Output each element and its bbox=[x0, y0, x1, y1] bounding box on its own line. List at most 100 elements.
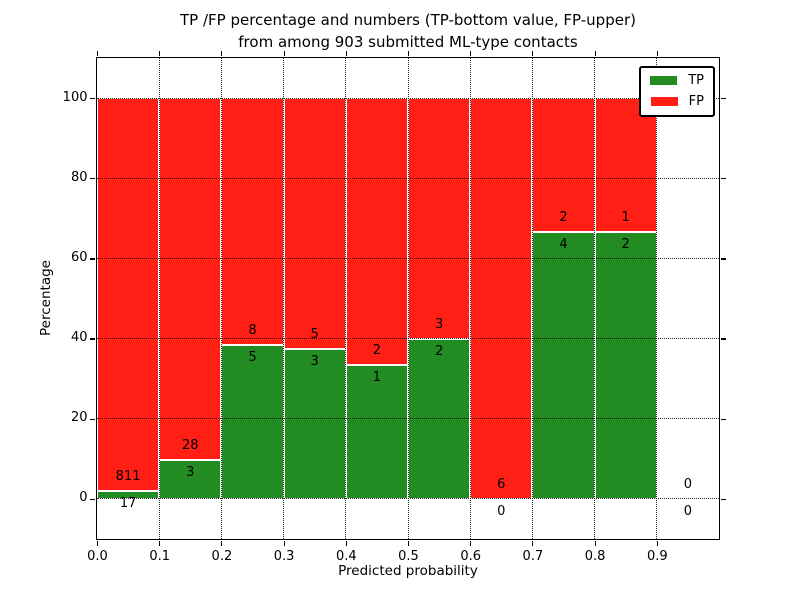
bar-segment-tp bbox=[594, 231, 657, 499]
gridline-vertical bbox=[656, 58, 658, 539]
tp-count-label: 0 bbox=[683, 503, 693, 519]
fp-count-label: 0 bbox=[683, 476, 693, 492]
tp-count-label: 1 bbox=[372, 370, 382, 386]
y-tick-mark-right bbox=[721, 178, 726, 180]
y-tick-mark-right bbox=[721, 498, 726, 500]
plot-area: TP FP 811 17 28 3 8 5 5 3 2 1 3 2 6 0 2 4 1 2 0 0 bbox=[96, 57, 720, 540]
tp-count-label: 3 bbox=[310, 353, 319, 369]
gridline-vertical bbox=[531, 58, 533, 539]
y-tick-mark-right bbox=[721, 418, 726, 420]
tp-count-label: 2 bbox=[434, 343, 444, 359]
bar-segment-tp bbox=[221, 344, 284, 499]
tp-count-label: 0 bbox=[497, 503, 506, 519]
x-tick-mark-top bbox=[96, 51, 99, 56]
x-tick-mark-top bbox=[283, 51, 285, 56]
y-tick-mark bbox=[90, 498, 95, 500]
legend-tp-label: TP bbox=[688, 73, 704, 88]
tp-count-label: 4 bbox=[559, 236, 568, 252]
x-tick-mark bbox=[159, 541, 161, 546]
bar-segment-fp bbox=[408, 98, 471, 339]
x-tick-mark bbox=[470, 541, 472, 546]
x-tick-label: 0.1 bbox=[149, 548, 171, 564]
gridline-vertical bbox=[469, 58, 471, 539]
x-tick-mark-top bbox=[594, 51, 596, 56]
x-tick-label: 0.4 bbox=[335, 548, 357, 564]
x-tick-mark-top bbox=[407, 51, 410, 56]
legend-entry-fp: FP bbox=[650, 95, 704, 108]
x-tick-mark bbox=[656, 541, 658, 546]
bar-segment-fp bbox=[221, 98, 284, 345]
x-tick-mark bbox=[283, 541, 285, 546]
fp-count-label: 2 bbox=[559, 209, 568, 225]
y-tick-mark bbox=[90, 258, 95, 260]
x-tick-label: 0.7 bbox=[522, 548, 544, 564]
y-tick-label: 60 bbox=[70, 249, 88, 265]
chart-title-line2: from among 903 submitted ML-type contact… bbox=[238, 33, 578, 51]
fp-count-label: 1 bbox=[621, 209, 630, 225]
tp-count-label: 3 bbox=[186, 465, 195, 481]
legend-fp-swatch bbox=[650, 97, 678, 106]
x-tick-mark-top bbox=[656, 51, 658, 56]
fp-count-label: 3 bbox=[434, 316, 444, 332]
legend-tp-swatch bbox=[650, 76, 678, 85]
x-tick-mark bbox=[594, 541, 596, 546]
fp-count-label: 28 bbox=[182, 438, 199, 454]
gridline-vertical bbox=[283, 58, 285, 539]
y-axis-label: Percentage bbox=[38, 260, 54, 336]
x-tick-label: 0.0 bbox=[87, 548, 108, 564]
bar-segment-fp bbox=[470, 98, 533, 499]
gridline-vertical bbox=[407, 58, 409, 539]
bar-segment-fp bbox=[159, 98, 222, 461]
chart-title-line1: TP /FP percentage and numbers (TP-bottom… bbox=[180, 11, 636, 29]
y-tick-label: 80 bbox=[70, 169, 88, 185]
x-tick-mark bbox=[407, 541, 410, 546]
fp-count-label: 5 bbox=[310, 326, 319, 342]
fp-count-label: 6 bbox=[497, 476, 506, 492]
gridline-vertical bbox=[345, 58, 347, 539]
bar-segment-fp bbox=[97, 98, 160, 491]
y-tick-label: 100 bbox=[62, 89, 88, 105]
x-tick-mark-top bbox=[470, 51, 472, 56]
legend: TP FP bbox=[639, 66, 715, 117]
y-tick-mark bbox=[90, 418, 95, 420]
x-tick-mark bbox=[532, 541, 534, 546]
x-tick-label: 0.3 bbox=[273, 548, 295, 564]
x-tick-label: 0.9 bbox=[646, 548, 668, 564]
fp-count-label: 811 bbox=[115, 468, 141, 484]
fp-count-label: 8 bbox=[248, 322, 257, 338]
gridline-vertical bbox=[158, 58, 160, 539]
x-tick-mark bbox=[96, 541, 99, 546]
x-axis-label: Predicted probability bbox=[338, 563, 478, 579]
legend-entry-tp: TP bbox=[650, 74, 704, 87]
tp-count-label: 2 bbox=[621, 236, 630, 252]
x-tick-label: 0.8 bbox=[584, 548, 606, 564]
y-tick-mark bbox=[90, 97, 95, 100]
y-tick-label: 40 bbox=[70, 330, 88, 346]
y-tick-mark-right bbox=[721, 258, 726, 260]
y-tick-mark-right bbox=[721, 338, 726, 340]
x-tick-label: 0.6 bbox=[460, 548, 482, 564]
bar-segment-tp bbox=[283, 348, 346, 499]
gridline-vertical bbox=[594, 58, 596, 539]
x-tick-label: 0.5 bbox=[398, 548, 419, 564]
fp-count-label: 2 bbox=[372, 343, 382, 359]
x-tick-mark-top bbox=[159, 51, 161, 56]
y-tick-mark bbox=[90, 178, 95, 180]
y-tick-label: 0 bbox=[79, 490, 88, 506]
gridline-vertical bbox=[220, 58, 222, 539]
bar-segment-fp bbox=[594, 98, 657, 232]
x-tick-label: 0.2 bbox=[211, 548, 233, 564]
y-tick-mark-right bbox=[721, 97, 726, 100]
x-tick-mark-top bbox=[345, 51, 347, 56]
x-tick-mark bbox=[221, 541, 223, 546]
tp-count-label: 17 bbox=[119, 495, 137, 511]
x-tick-mark bbox=[345, 541, 347, 546]
chart-title: TP /FP percentage and numbers (TP-bottom… bbox=[97, 9, 719, 53]
y-tick-mark bbox=[90, 338, 95, 340]
bar-segment-tp bbox=[97, 490, 160, 499]
bar-segment-fp bbox=[532, 98, 595, 232]
legend-fp-label: FP bbox=[688, 94, 704, 109]
bar-segment-fp bbox=[345, 98, 408, 366]
y-tick-label: 20 bbox=[70, 410, 88, 426]
